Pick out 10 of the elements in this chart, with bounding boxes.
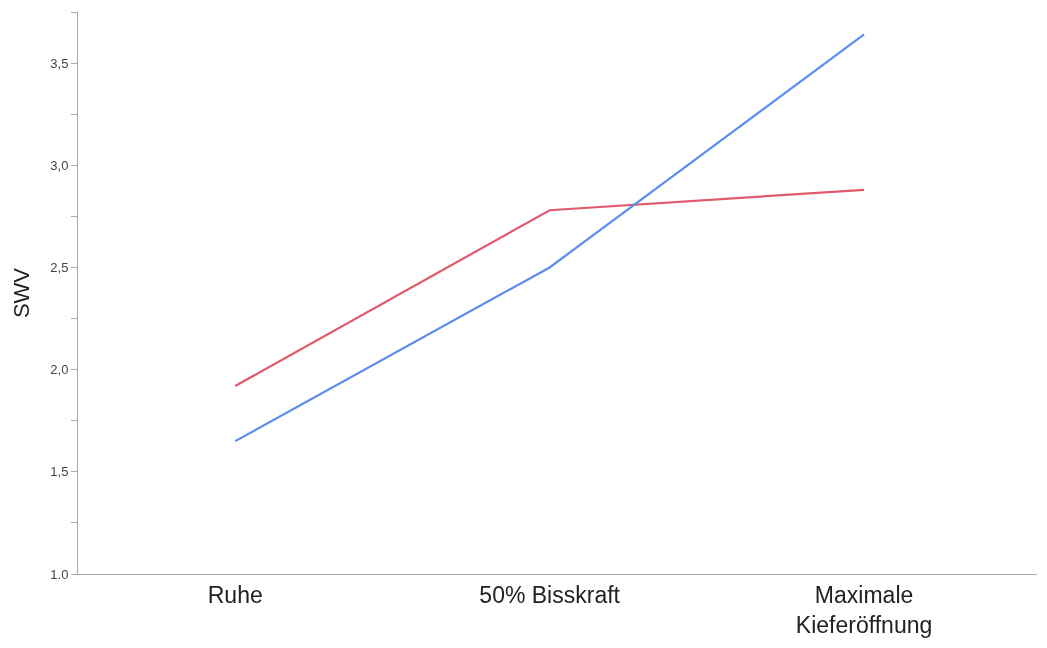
y-tick-label: 3,0 — [50, 157, 69, 173]
x-tick-label: 50% Bisskraft — [479, 581, 621, 608]
y-axis-title: SWV — [9, 267, 35, 319]
x-tick-label: Ruhe — [207, 581, 263, 608]
y-tick-label: 1,5 — [50, 464, 69, 480]
x-tick-label: Maximale Kieferöffnung — [795, 581, 933, 638]
y-tick-label: 2,5 — [50, 260, 69, 275]
y-tick-label: 2,0 — [50, 362, 69, 378]
y-tick-label: 3,5 — [50, 55, 69, 71]
y-tick-label: 1.0 — [50, 566, 69, 582]
